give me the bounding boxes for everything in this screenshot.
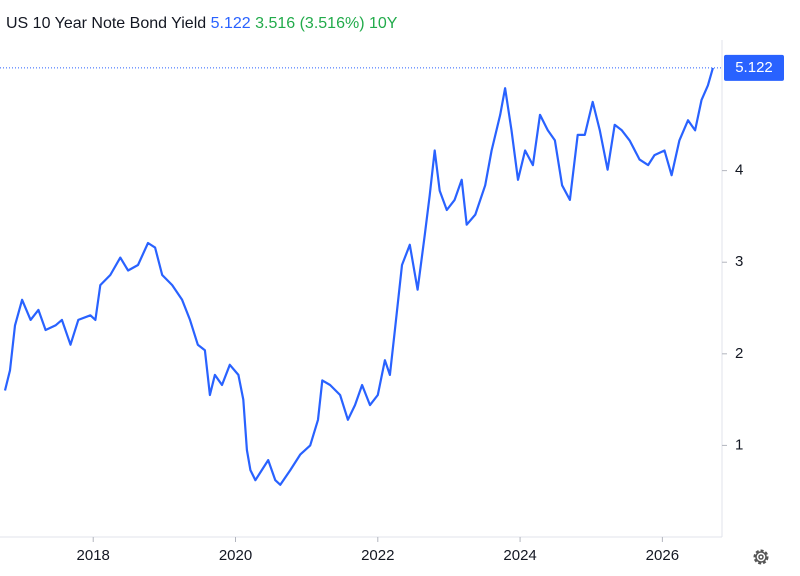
y-tick-label: 1 [735,436,743,453]
y-tick-label: 3 [735,253,743,270]
gear-body [755,551,767,563]
settings-icon[interactable] [753,549,769,565]
x-tick-label: 2018 [77,547,110,564]
gear-teeth [753,549,769,565]
chart-header: US 10 Year Note Bond Yield 5.122 3.516 (… [6,15,398,32]
period: 10Y [369,15,398,32]
last-price-tag [724,54,784,81]
x-tick-label: 2026 [646,547,679,564]
last-price: 5.122 [211,15,251,32]
change: 3.516 (3.516%) [255,15,364,32]
x-tick-label: 2022 [361,547,394,564]
y-tick-label: 4 [735,162,743,179]
gear-hole [758,554,764,560]
x-tick-label: 2024 [503,547,536,564]
y-tick-label: 2 [735,345,743,362]
last-price-label: 5.122 [735,59,773,76]
line-series [3,67,714,486]
x-tick-label: 2020 [219,547,252,564]
chart-title: US 10 Year Note Bond Yield [6,15,206,32]
